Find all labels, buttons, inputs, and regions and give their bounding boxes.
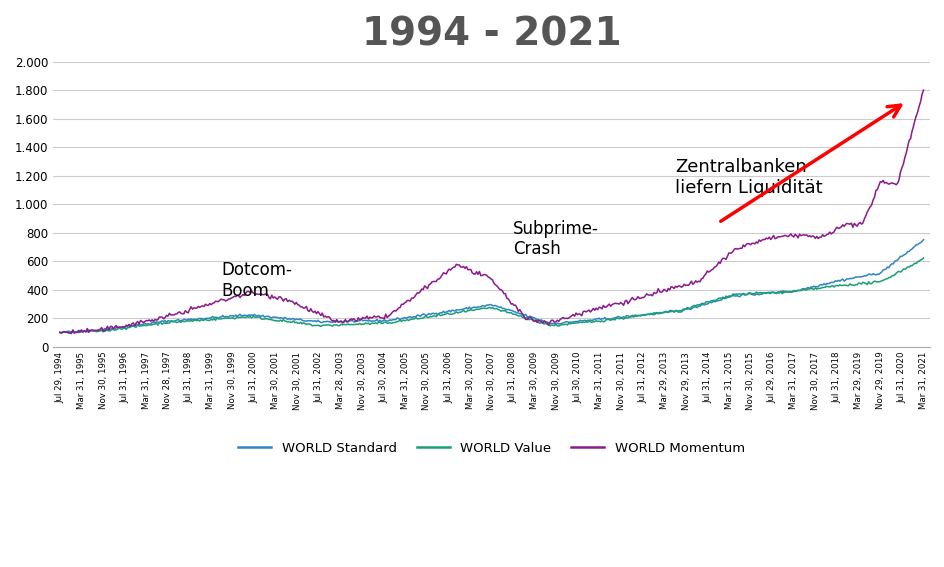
Text: Dotcom-
Boom: Dotcom- Boom [222, 261, 293, 300]
Text: Subprime-
Crash: Subprime- Crash [513, 219, 598, 259]
Text: Zentralbanken
liefern Liquidität: Zentralbanken liefern Liquidität [675, 158, 822, 197]
Legend: WORLD Standard, WORLD Value, WORLD Momentum: WORLD Standard, WORLD Value, WORLD Momen… [233, 437, 750, 460]
Title: 1994 - 2021: 1994 - 2021 [362, 15, 621, 53]
